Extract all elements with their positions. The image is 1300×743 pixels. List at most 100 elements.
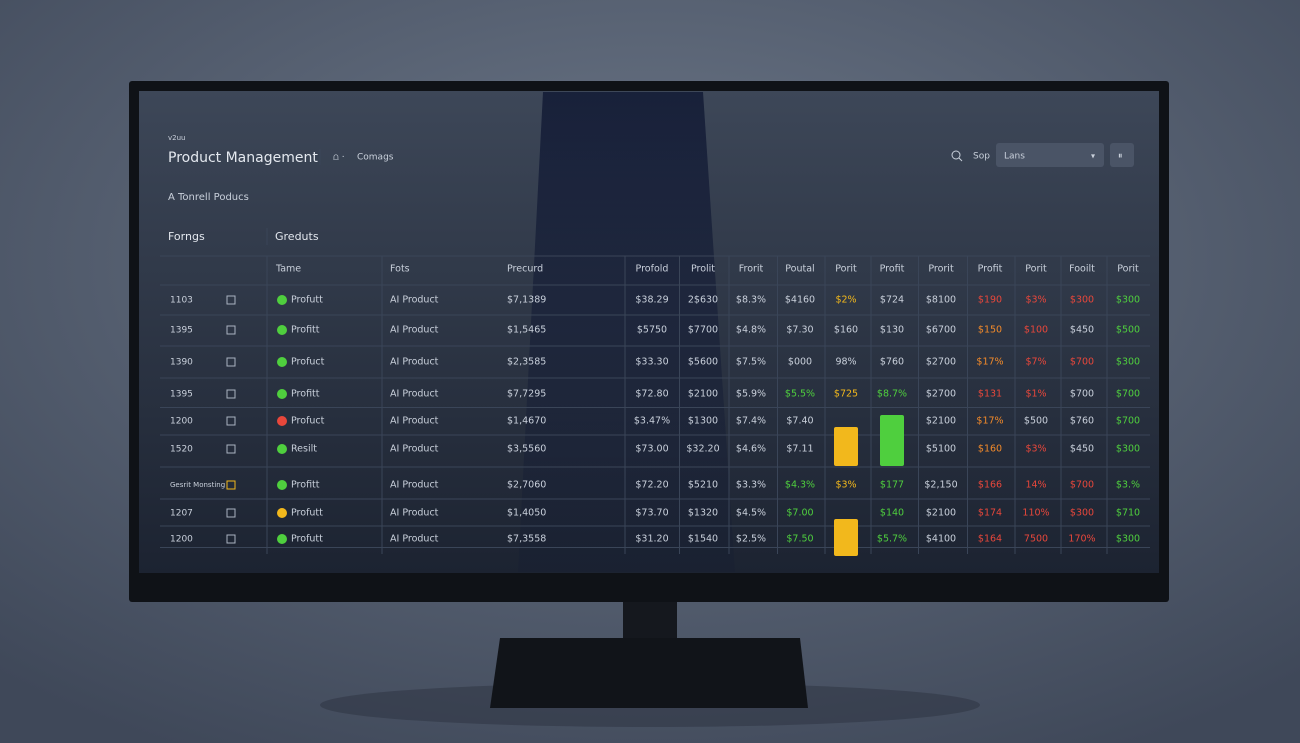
product-name: Profitt: [291, 325, 320, 336]
product-name: Profutt: [291, 295, 323, 306]
price: $3,5560: [507, 444, 546, 455]
row-id: 1200: [170, 535, 193, 545]
search-label: Sop: [973, 152, 990, 162]
row-checkbox[interactable]: [226, 444, 236, 454]
row-id: 1395: [170, 390, 193, 400]
dropdown-value: Lans: [1004, 152, 1025, 162]
search-icon[interactable]: [951, 150, 961, 160]
price: $7,1389: [507, 295, 546, 306]
cell: $760: [880, 357, 904, 368]
row-checkbox[interactable]: [226, 508, 236, 518]
row-checkbox[interactable]: [226, 295, 236, 305]
cell: $700: [1070, 480, 1094, 491]
product-icon: [277, 444, 287, 454]
search-icon-handle: [958, 157, 963, 162]
cell: $2700: [926, 357, 956, 368]
cell: $300: [1116, 357, 1140, 368]
row-id: 1207: [170, 509, 193, 519]
cell: $300: [1070, 295, 1094, 306]
row-checkbox[interactable]: [226, 389, 236, 399]
cell: $7.00: [786, 508, 813, 519]
cell: $164: [978, 534, 1002, 545]
column-header: Profit: [880, 264, 905, 275]
category: AI Product: [390, 416, 439, 427]
tab[interactable]: Greduts: [275, 230, 319, 243]
cell: $8.3%: [736, 295, 766, 306]
row-checkbox[interactable]: [226, 325, 236, 335]
cell: $7.4%: [736, 416, 766, 427]
cell: $3.3%: [736, 480, 766, 491]
category: AI Product: [390, 480, 439, 491]
product-icon: [277, 389, 287, 399]
product-name: Profutt: [291, 508, 323, 519]
cell: $5600: [688, 357, 718, 368]
subtitle: A Tonrell Poducs: [168, 192, 249, 203]
cell: $3%: [835, 480, 856, 491]
category: AI Product: [390, 325, 439, 336]
product-name: Profitt: [291, 480, 320, 491]
cell: $72.80: [635, 389, 668, 400]
cell: $131: [978, 389, 1002, 400]
row-id: Gesrit Monsting: [170, 481, 225, 489]
cell: $73.70: [635, 508, 668, 519]
monitor-neck: [623, 598, 677, 642]
column-header: Prolit: [691, 264, 715, 275]
cell: $4.5%: [736, 508, 766, 519]
cell: $300: [1070, 508, 1094, 519]
cell: $300: [1116, 295, 1140, 306]
table: Tame Fots Precurd Profold Prolit Frorit Poutal…: [160, 255, 1150, 556]
cell: $5.5%: [785, 389, 815, 400]
cell: $32.20: [686, 444, 719, 455]
category: AI Product: [390, 389, 439, 400]
row-checkbox[interactable]: [226, 416, 236, 426]
category: AI Product: [390, 534, 439, 545]
cell: $4.6%: [736, 444, 766, 455]
cell: $177: [880, 480, 904, 491]
product-name: Profuct: [291, 357, 325, 368]
cell: $5.9%: [736, 389, 766, 400]
column-header: Frorit: [739, 264, 764, 275]
column-header: Porit: [1025, 264, 1047, 275]
cell: $3%: [1025, 444, 1046, 455]
cell: $1540: [688, 534, 718, 545]
column-header: Tame: [275, 264, 301, 275]
row-checkbox[interactable]: [226, 357, 236, 367]
price: $7,3558: [507, 534, 546, 545]
dropdown[interactable]: [996, 143, 1104, 167]
price: $2,3585: [507, 357, 546, 368]
row-checkbox[interactable]: [226, 534, 236, 544]
product-name: Resilt: [291, 444, 317, 455]
cell: $7.40: [786, 416, 813, 427]
cell: $5210: [688, 480, 718, 491]
cell: $700: [1070, 357, 1094, 368]
product-icon: [277, 325, 287, 335]
price: $2,7060: [507, 480, 546, 491]
cell: $8.7%: [877, 389, 907, 400]
product-icon: [277, 534, 287, 544]
breadcrumb[interactable]: Comags: [357, 153, 394, 163]
row-id: 1390: [170, 358, 193, 368]
cell: $5750: [637, 325, 667, 336]
cell: $7%: [1025, 357, 1046, 368]
cell: $2.5%: [736, 534, 766, 545]
page-title: Product Management: [168, 150, 318, 166]
column-header: Fots: [390, 264, 410, 275]
cell: $700: [1116, 416, 1140, 427]
cell: 170%: [1068, 534, 1095, 545]
filter-icon: ⏸: [1118, 152, 1123, 162]
price: $1,4670: [507, 416, 546, 427]
kicker: v2uu: [168, 134, 185, 142]
cell: $17%: [976, 357, 1003, 368]
row-checkbox[interactable]: [226, 480, 236, 490]
cell: $174: [978, 508, 1002, 519]
cell: $2,150: [924, 480, 957, 491]
cell: $38.29: [635, 295, 668, 306]
row-id: 1200: [170, 417, 193, 427]
cell: $3.47%: [634, 416, 670, 427]
tab[interactable]: Forngs: [168, 230, 205, 243]
filter-button[interactable]: [1110, 143, 1134, 167]
cell: $2100: [926, 508, 956, 519]
light-beam: [518, 92, 735, 572]
category: AI Product: [390, 357, 439, 368]
monitor-base: [490, 638, 808, 708]
